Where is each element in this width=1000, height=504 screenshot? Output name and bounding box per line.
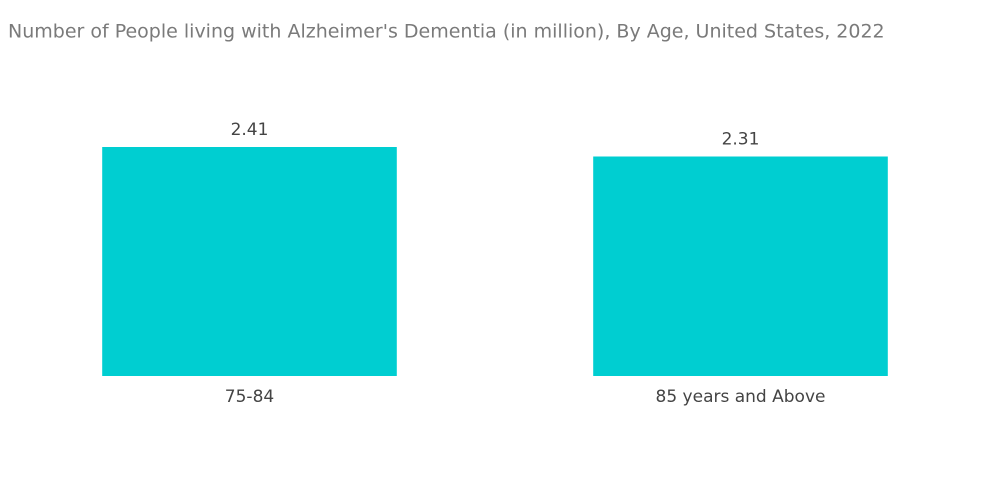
bar bbox=[102, 147, 397, 376]
x-tick-label: 75-84 bbox=[225, 387, 274, 407]
chart-title: Number of People living with Alzheimer's… bbox=[8, 21, 885, 43]
x-tick-label: 85 years and Above bbox=[656, 387, 826, 407]
data-label: 2.31 bbox=[722, 130, 760, 150]
data-label: 2.41 bbox=[231, 120, 269, 140]
bar bbox=[593, 156, 888, 376]
